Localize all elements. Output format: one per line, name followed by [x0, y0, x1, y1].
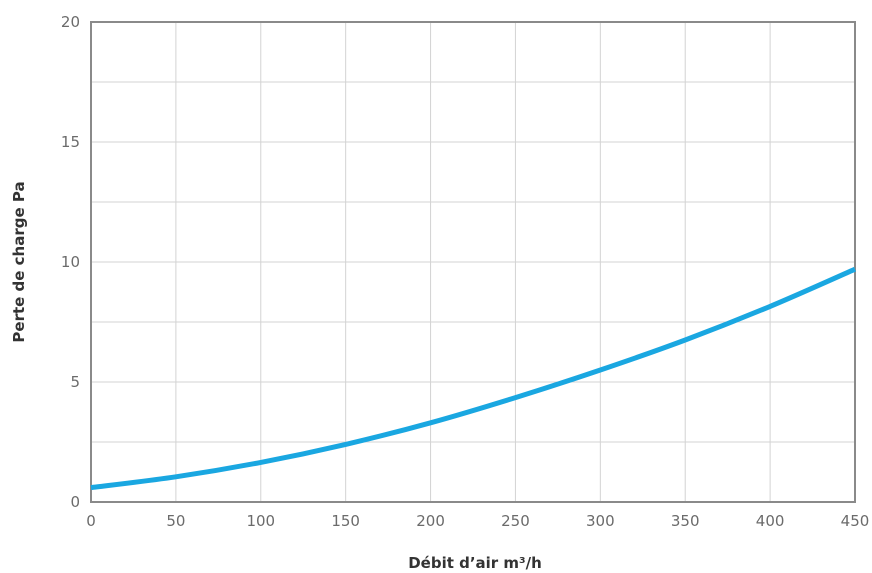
y-tick-label: 10	[61, 253, 80, 271]
grid	[90, 21, 856, 503]
plot-frame	[90, 21, 856, 503]
x-tick-labels: 0 50 100 150 200 250 300 350 400 450	[86, 512, 869, 530]
x-tick-label: 450	[841, 512, 870, 530]
x-tick-label: 50	[166, 512, 185, 530]
x-axis-title: Débit d’air m³/h	[408, 554, 542, 572]
y-tick-label: 0	[70, 493, 80, 511]
x-tick-label: 400	[756, 512, 785, 530]
x-tick-label: 250	[501, 512, 530, 530]
y-tick-labels: 0 5 10 15 20	[61, 13, 80, 511]
y-tick-label: 5	[70, 373, 80, 391]
x-tick-label: 300	[586, 512, 615, 530]
y-axis-title: Perte de charge Pa	[10, 181, 28, 342]
series-line-0	[90, 266, 857, 491]
x-tick-label: 100	[246, 512, 275, 530]
x-tick-label: 200	[416, 512, 445, 530]
series-group	[90, 266, 857, 491]
x-tick-label: 150	[331, 512, 360, 530]
x-tick-label: 350	[671, 512, 700, 530]
x-tick-label: 0	[86, 512, 96, 530]
y-tick-label: 20	[61, 13, 80, 31]
y-tick-label: 15	[61, 133, 80, 151]
